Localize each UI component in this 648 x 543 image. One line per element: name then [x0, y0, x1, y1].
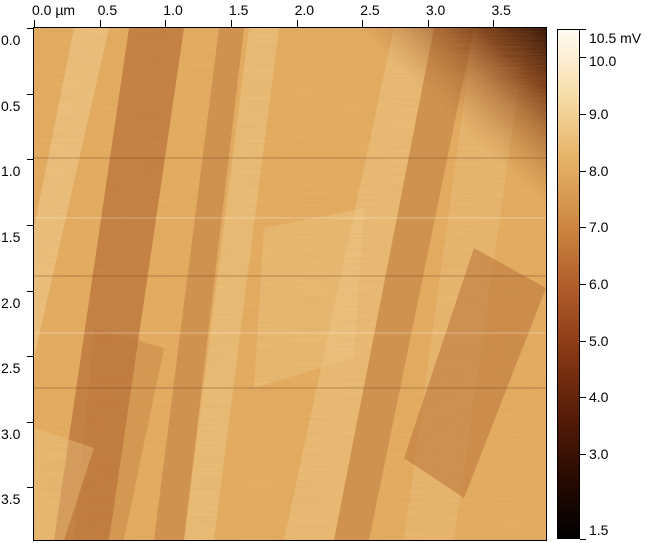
colorbar-tick-mark	[580, 454, 586, 455]
y-tick-mark	[27, 290, 34, 292]
x-tick-label: 1.5	[228, 2, 249, 18]
colorbar-tick-mark	[580, 29, 586, 30]
x-tick-label: 0.5	[97, 2, 118, 18]
y-tick-label: 1.0	[1, 163, 21, 180]
colorbar-scale	[557, 29, 580, 539]
colorbar-tick-mark	[580, 539, 586, 540]
colorbar-tick-label: 4.0	[589, 389, 609, 406]
x-tick-label: 2.0	[294, 2, 315, 18]
colorbar-tick-label: 10.5 mV	[589, 30, 642, 46]
x-tick-mark	[296, 20, 298, 27]
colorbar-tick-mark	[580, 170, 586, 172]
colorbar-tick-label: 3.0	[589, 446, 609, 462]
colorbar-tick-label: 8.0	[589, 162, 609, 179]
x-tick-mark	[34, 20, 35, 27]
colorbar-tick-mark	[580, 57, 586, 59]
x-tick-label: 1.0	[163, 2, 183, 18]
colorbar-tick-label: 7.0	[589, 219, 609, 236]
x-tick-label: 0.0 µm	[32, 2, 76, 18]
y-tick-mark	[27, 487, 34, 489]
colorbar-tick-label: 6.0	[589, 276, 609, 292]
y-tick-label: 3.0	[1, 425, 21, 442]
colorbar-tick-mark	[580, 284, 586, 285]
x-tick-label: 3.0	[425, 2, 446, 18]
y-tick-mark	[27, 159, 34, 161]
x-tick-mark	[230, 20, 232, 27]
x-tick-mark	[493, 20, 495, 27]
x-tick-mark	[99, 20, 101, 27]
colorbar-tick-mark	[580, 397, 586, 399]
colorbar-tick-label: 10.0	[589, 53, 617, 70]
x-tick-mark	[362, 20, 364, 27]
colorbar-tick-mark	[580, 227, 586, 229]
x-tick-label: 3.5	[491, 2, 511, 18]
y-tick-label: 0.0	[1, 32, 21, 48]
colorbar-tick-label: 1.5	[589, 522, 609, 538]
y-tick-mark	[27, 421, 34, 423]
y-tick-label: 2.5	[1, 360, 21, 377]
y-tick-mark	[27, 224, 34, 226]
y-tick-mark	[27, 28, 34, 29]
x-tick-mark	[165, 20, 167, 27]
colorbar-tick-mark	[580, 114, 586, 115]
colorbar-tick-mark	[580, 340, 586, 342]
x-tick-mark	[427, 20, 429, 27]
x-tick-label: 2.5	[360, 2, 380, 18]
y-tick-label: 2.0	[1, 294, 21, 311]
y-tick-label: 0.5	[1, 97, 21, 114]
colorbar-tick-label: 5.0	[589, 332, 609, 349]
afm-scan-image	[34, 28, 546, 540]
colorbar-tick-label: 9.0	[589, 106, 609, 122]
y-tick-mark	[27, 356, 34, 358]
y-tick-label: 1.5	[1, 228, 21, 245]
y-tick-label: 3.5	[1, 491, 21, 508]
y-tick-mark	[27, 93, 34, 95]
